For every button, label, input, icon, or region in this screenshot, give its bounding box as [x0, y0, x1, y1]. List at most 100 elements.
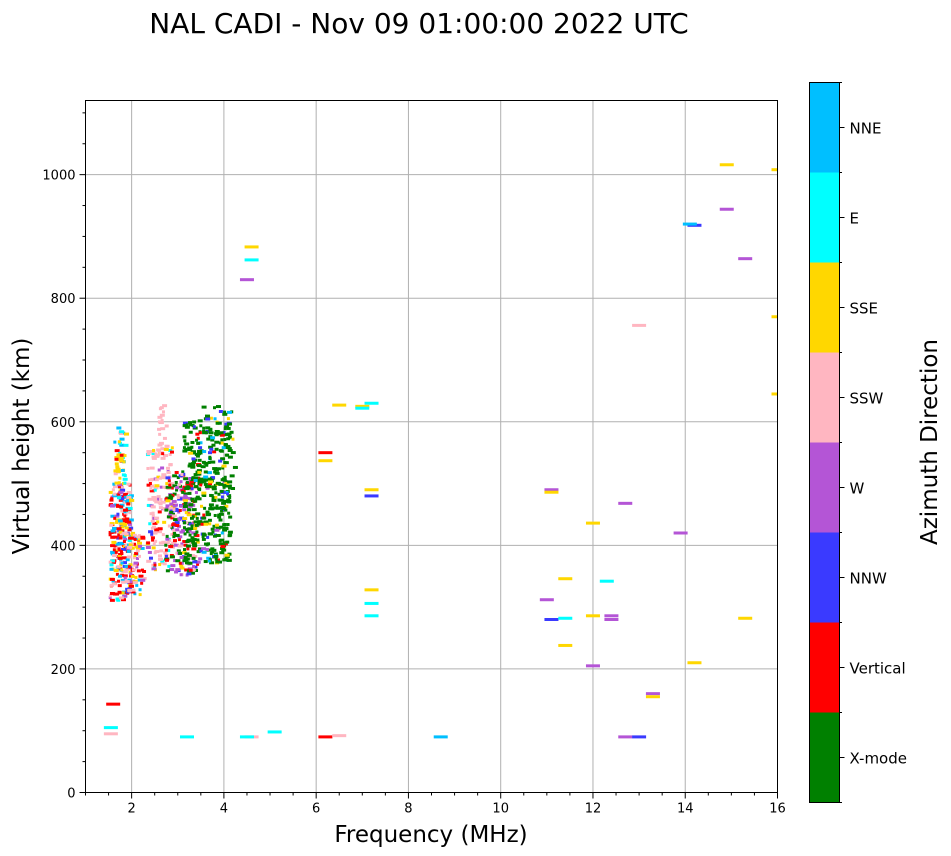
cluster-echo-ssw: [126, 496, 132, 500]
cluster-echo-ssw: [168, 452, 172, 456]
cluster-echo-x-mode: [198, 488, 202, 492]
cluster-echo-x-mode: [224, 433, 230, 437]
cluster-echo-ssw: [172, 528, 177, 532]
cluster-echo-ssw: [149, 487, 153, 491]
cluster-echo-sse: [115, 467, 121, 471]
cluster-echo-x-mode: [229, 474, 235, 478]
cluster-echo-x-mode: [208, 431, 214, 435]
cluster-echo-x-mode: [199, 480, 204, 484]
cluster-echo-sse: [117, 440, 121, 444]
cluster-echo-x-mode: [224, 461, 229, 465]
cluster-echo-x-mode: [232, 465, 238, 469]
cluster-echo-ssw: [166, 507, 172, 511]
cluster-echo-sse: [203, 522, 209, 526]
cluster-echo-x-mode: [190, 441, 195, 445]
cluster-echo-vertical: [117, 485, 123, 489]
cluster-echo-ssw: [158, 441, 164, 445]
cluster-echo-x-mode: [195, 454, 200, 458]
cluster-echo-sse: [224, 504, 229, 508]
cluster-echo-vertical: [186, 547, 190, 551]
cluster-echo-vertical: [182, 540, 188, 544]
cluster-echo-sse: [220, 441, 224, 445]
cluster-echo-nnw: [164, 554, 168, 558]
cluster-echo-vertical: [196, 436, 200, 440]
cluster-echo-vertical: [122, 574, 128, 578]
cluster-echo-vertical: [196, 562, 200, 566]
cluster-echo-nnw: [188, 522, 192, 526]
cluster-echo-x-mode: [195, 476, 199, 480]
x-tick-label: 8: [404, 802, 412, 817]
cluster-echo-sse: [129, 546, 135, 550]
cluster-echo-ssw: [126, 482, 131, 486]
cluster-echo-sse: [165, 482, 169, 486]
cluster-echo-ssw: [146, 452, 151, 456]
cluster-echo-w: [129, 572, 133, 576]
cluster-echo-x-mode: [193, 485, 199, 489]
cluster-echo-x-mode: [196, 441, 201, 445]
cluster-echo-sse: [181, 551, 187, 555]
cluster-echo-sse: [224, 553, 230, 557]
cluster-echo-sse: [113, 469, 119, 473]
colorbar-swatch-sse: [809, 262, 840, 353]
echo-segment-e: [558, 616, 573, 620]
cluster-echo-w: [195, 560, 201, 564]
cluster-echo-x-mode: [213, 468, 219, 472]
colorbar-label: NNE: [850, 120, 882, 138]
cluster-echo-w: [168, 512, 173, 516]
cluster-echo-x-mode: [223, 475, 227, 479]
x-tick-label: 6: [312, 802, 320, 817]
y-axis-ticks: 0 200 400 600 800 1000: [42, 112, 86, 802]
cluster-echo-x-mode: [203, 479, 207, 483]
cluster-echo-w: [138, 544, 143, 548]
cluster-echo-nnw: [226, 492, 230, 496]
cluster-echo-x-mode: [193, 473, 198, 477]
cluster-echo-nnw: [209, 447, 214, 451]
y-tick-label: 0: [67, 787, 75, 802]
cluster-echo-ssw: [151, 563, 156, 567]
cluster-echo-nne: [120, 561, 124, 565]
cluster-echo-x-mode: [215, 467, 221, 471]
echo-segment-ssw: [332, 734, 347, 738]
cluster-echo-w: [135, 556, 139, 560]
cluster-echo-w: [194, 491, 198, 495]
cluster-echo-sse: [117, 554, 122, 558]
cluster-echo-w: [185, 502, 191, 506]
cluster-echo-x-mode: [185, 544, 191, 548]
cluster-echo-nne: [226, 410, 232, 414]
cluster-echo-vertical: [115, 503, 119, 507]
cluster-echo-ssw: [132, 581, 138, 585]
y-axis-title: Virtual height (km): [9, 338, 35, 555]
cluster-echo-x-mode: [227, 446, 232, 450]
cluster-echo-x-mode: [194, 568, 198, 572]
cluster-echo-x-mode: [217, 515, 222, 519]
cluster-echo-x-mode: [226, 558, 232, 562]
cluster-echo-x-mode: [178, 551, 183, 555]
cluster-echo-vertical: [114, 592, 119, 596]
cluster-echo-x-mode: [189, 423, 193, 427]
echo-segment-e: [239, 735, 254, 739]
cluster-echo-x-mode: [184, 447, 188, 451]
cluster-echo-vertical: [175, 524, 180, 528]
cluster-echo-w: [192, 564, 196, 568]
cluster-echo-ssw: [162, 562, 167, 566]
cluster-echo-vertical: [174, 470, 179, 474]
cluster-echo-x-mode: [213, 470, 217, 474]
cluster-echo-x-mode: [207, 532, 213, 536]
cluster-echo-x-mode: [182, 446, 186, 450]
colorbar-swatch-vertical: [809, 622, 840, 713]
cluster-echo-ssw: [151, 514, 155, 518]
cluster-echo-x-mode: [190, 571, 195, 575]
echo-segment-sse: [364, 488, 379, 492]
cluster-echo-x-mode: [196, 464, 202, 468]
cluster-echo-x-mode: [214, 429, 220, 433]
cluster-echo-nnw: [220, 495, 224, 499]
echo-segment-sse: [719, 163, 734, 167]
cluster-echo-w: [183, 494, 188, 498]
cluster-echo-sse: [231, 437, 235, 441]
cluster-echo-x-mode: [204, 542, 210, 546]
cluster-echo-x-mode: [225, 540, 230, 544]
cluster-echo-sse: [122, 460, 126, 464]
cluster-echo-nnw: [120, 488, 126, 492]
cluster-echo-x-mode: [201, 537, 206, 541]
cluster-echo-x-mode: [201, 532, 206, 536]
